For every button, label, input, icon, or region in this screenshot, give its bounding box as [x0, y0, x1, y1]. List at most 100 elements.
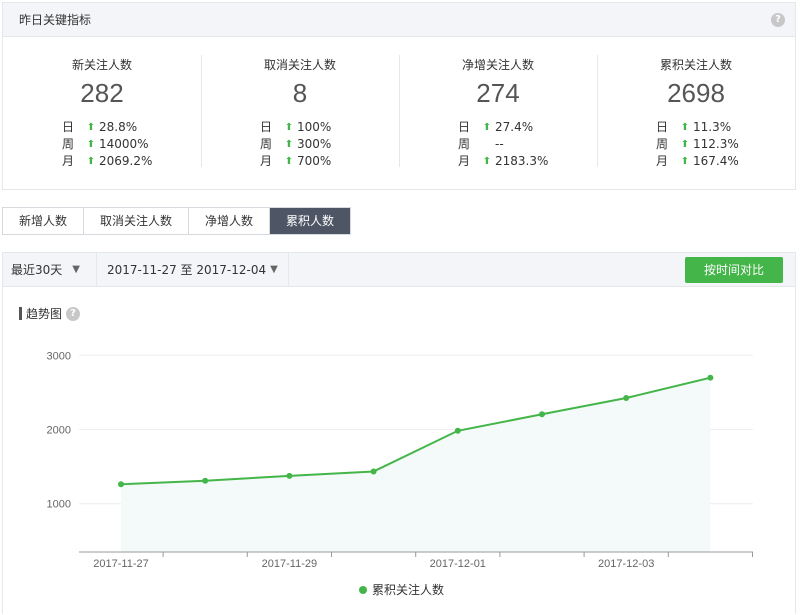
change-value: -- [495, 137, 504, 151]
chart-toolbar: 最近30天 ▼ 2017-11-27 至 2017-12-04 ▼ 按时间对比 [3, 252, 795, 287]
period-label: 日 [656, 120, 669, 134]
chevron-down-icon: ▼ [72, 263, 80, 275]
tab-4[interactable]: 累积人数 [270, 208, 351, 234]
metric-change-row: 月 ⬆ 2183.3% [458, 153, 597, 170]
change-value: 2069.2% [99, 154, 153, 168]
metric-change-row: 周 ⬆ 14000% [62, 136, 201, 153]
compare-by-time-button[interactable]: 按时间对比 [685, 257, 783, 283]
y-tick-label: 1000 [47, 499, 71, 511]
change-value: 167.4% [693, 154, 739, 168]
metric-column: 净增关注人数 274 日 ⬆ 27.4% 周 -- 月 ⬆ 2183.3% [399, 55, 597, 189]
key-metrics-panel: 昨日关键指标 ? 新关注人数 282 日 ⬆ 28.8% 周 ⬆ 14000% 月 ⬆ 2069.2… [2, 2, 796, 190]
range-select-label: 最近30天 [11, 262, 63, 277]
title-bar-marker [19, 307, 22, 320]
data-point [370, 468, 377, 475]
metric-value: 274 [476, 78, 520, 108]
metric-change-row: 日 ⬆ 27.4% [458, 119, 597, 136]
metric-change-rows: 日 ⬆ 27.4% 周 -- 月 ⬆ 2183.3% [399, 119, 597, 170]
legend-dot-icon [359, 585, 367, 594]
change-value: 2183.3% [495, 154, 549, 168]
metric-label: 取消关注人数 [263, 58, 336, 72]
range-select[interactable]: 最近30天 ▼ [3, 252, 97, 287]
metric-label: 净增关注人数 [461, 58, 534, 72]
trend-chart-panel: 最近30天 ▼ 2017-11-27 至 2017-12-04 ▼ 按时间对比 … [2, 252, 796, 614]
change-value: 28.8% [99, 120, 138, 134]
metric-tabs: 新增人数 取消关注人数 净增人数 累积人数 [2, 207, 352, 235]
arrow-up-icon: ⬆ [680, 122, 690, 133]
x-tick-label: 2017-12-03 [598, 558, 654, 570]
change-value: 11.3% [693, 120, 732, 134]
metric-change-rows: 日 ⬆ 11.3% 周 ⬆ 112.3% 月 ⬆ 167.4% [597, 119, 795, 170]
arrow-up-icon: ⬆ [284, 156, 294, 167]
data-point [454, 427, 461, 434]
x-tick-label: 2017-12-01 [430, 558, 486, 570]
metric-change-row: 周 ⬆ 300% [260, 136, 399, 153]
tab-2[interactable]: 取消关注人数 [84, 208, 190, 234]
y-tick-label: 3000 [47, 350, 71, 362]
arrow-up-icon: ⬆ [284, 139, 294, 150]
change-value: 14000% [99, 137, 149, 151]
data-point [286, 472, 293, 479]
arrow-up-icon: ⬆ [86, 156, 96, 167]
period-label: 周 [260, 137, 273, 151]
period-label: 月 [260, 154, 273, 168]
key-metrics-header: 昨日关键指标 ? [3, 3, 795, 37]
metric-change-row: 日 ⬆ 28.8% [62, 119, 201, 136]
trend-title: 趋势图 ? [19, 305, 81, 322]
metric-column: 取消关注人数 8 日 ⬆ 100% 周 ⬆ 300% 月 ⬆ 700% [201, 55, 399, 189]
panel-title: 昨日关键指标 [19, 13, 92, 27]
metric-value: 8 [292, 78, 308, 108]
arrow-up-icon: ⬆ [86, 139, 96, 150]
period-label: 日 [260, 120, 273, 134]
metrics-row: 新关注人数 282 日 ⬆ 28.8% 周 ⬆ 14000% 月 ⬆ 2069.2% 取消关注人数 8 日… [3, 37, 795, 189]
arrow-up-icon: ⬆ [86, 122, 96, 133]
area-fill [121, 377, 711, 552]
period-label: 周 [656, 137, 669, 151]
period-label: 月 [656, 154, 669, 168]
arrow-up-icon: ⬆ [680, 139, 690, 150]
trend-chart: 1000 2000 3000 2017-11-27 2017-11-29 2017-12-… [47, 350, 753, 570]
x-tick-label: 2017-11-27 [93, 558, 148, 570]
metric-label: 累积关注人数 [659, 58, 732, 72]
metric-value: 282 [80, 78, 124, 108]
metric-change-row: 月 ⬆ 167.4% [656, 153, 795, 170]
help-icon[interactable]: ? [66, 306, 81, 321]
period-label: 周 [458, 137, 471, 151]
period-label: 周 [62, 137, 75, 151]
change-value: 700% [297, 154, 332, 168]
data-point [539, 411, 545, 418]
help-icon[interactable]: ? [771, 13, 785, 27]
x-tick-label: 2017-11-29 [262, 558, 317, 570]
arrow-up-icon: ⬆ [482, 122, 492, 133]
arrow-up-icon: ⬆ [482, 156, 492, 167]
tab-3[interactable]: 净增人数 [189, 208, 271, 234]
metric-column: 累积关注人数 2698 日 ⬆ 11.3% 周 ⬆ 112.3% 月 ⬆ 167.4% [597, 55, 795, 189]
data-point [623, 395, 630, 402]
arrow-up-icon: ⬆ [680, 156, 690, 167]
data-point [202, 477, 209, 484]
data-point [707, 374, 714, 381]
metric-value: 2698 [667, 78, 725, 108]
arrow-up-icon: ⬆ [284, 122, 294, 133]
trend-title-label: 趋势图 [26, 307, 63, 321]
metric-change-row: 日 ⬆ 11.3% [656, 119, 795, 136]
metric-change-row: 周 ⬆ 112.3% [656, 136, 795, 153]
legend-label: 累积关注人数 [372, 583, 445, 597]
metric-change-row: 月 ⬆ 700% [260, 153, 399, 170]
period-label: 日 [62, 120, 75, 134]
date-range-label: 2017-11-27 至 2017-12-04 [107, 262, 267, 277]
chevron-down-icon: ▼ [270, 263, 278, 275]
date-range-picker[interactable]: 2017-11-27 至 2017-12-04 ▼ [97, 252, 289, 287]
chart-legend[interactable]: 累积关注人数 [359, 581, 444, 598]
tab-1[interactable]: 新增人数 [3, 208, 85, 234]
y-tick-label: 2000 [47, 425, 71, 437]
period-label: 月 [458, 154, 471, 168]
metric-change-rows: 日 ⬆ 28.8% 周 ⬆ 14000% 月 ⬆ 2069.2% [3, 119, 201, 170]
change-value: 300% [297, 137, 332, 151]
metric-change-rows: 日 ⬆ 100% 周 ⬆ 300% 月 ⬆ 700% [201, 119, 399, 170]
change-value: 100% [297, 120, 332, 134]
metric-label: 新关注人数 [71, 58, 132, 72]
series-line [120, 376, 711, 486]
change-value: 112.3% [693, 137, 739, 151]
period-label: 日 [458, 120, 471, 134]
